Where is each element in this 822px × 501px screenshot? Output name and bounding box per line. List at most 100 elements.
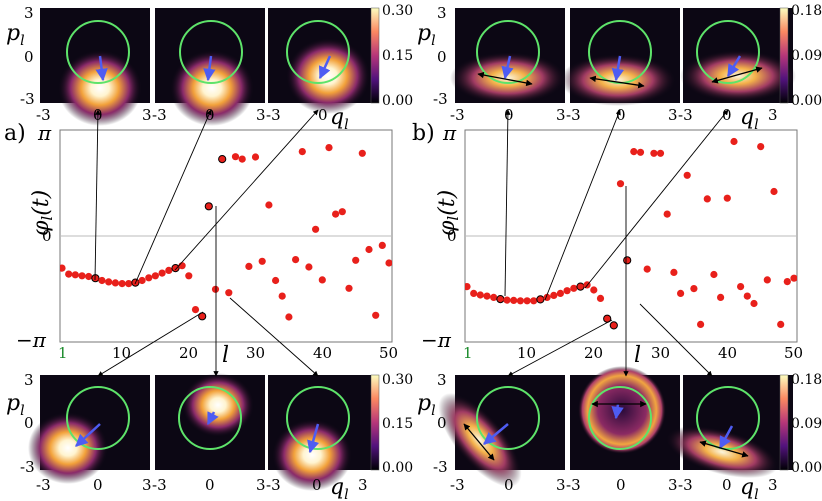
panel-a-point-l24 (211, 285, 220, 293)
panel-b-top-qtick-5: 0 (616, 106, 626, 124)
panel-a-top-ptick-minus3: -3 (20, 90, 35, 108)
panel-b-point-l39 (717, 293, 725, 301)
panel-b-point-l27 (636, 148, 645, 156)
panel-b-top-qtick-6: 3 (668, 106, 678, 124)
panel-a-point-l15 (151, 272, 159, 280)
colorbar-a-top-tick-mid: 0.15 (382, 48, 413, 64)
colorbar-b-bottom-tick-max: 0.18 (791, 372, 822, 388)
panel-a-xtick-30: 30 (246, 344, 265, 362)
colorbar-a-bottom-tick-min: 0.00 (382, 460, 413, 476)
panel-b-xtick-40: 40 (718, 344, 737, 362)
panel-a-point-l28 (238, 155, 246, 163)
inset-a-bottom-1-circle (66, 386, 130, 450)
panel-b-point-l33 (677, 289, 685, 297)
panel-b-ytick-zero: 0 (447, 227, 457, 245)
panel-a-bottom-qtick-2: 0 (93, 476, 103, 494)
panel-a-ytick-minus-pi: −π (16, 328, 47, 352)
panel-b-point-l8 (510, 296, 518, 304)
colorbar-a-top (370, 7, 380, 104)
inset-b-top-2-squeeze-arrow (589, 75, 645, 89)
panel-a-top-qtick-4: -3 (152, 106, 167, 124)
panel-a-bottom-qtick-4: -3 (152, 476, 167, 494)
panel-a-connectors (94, 109, 319, 377)
inset-a-top-1-blob (58, 50, 142, 126)
panel-b-point-l50 (790, 274, 797, 282)
panel-b-point-l11 (530, 297, 538, 305)
panel-a-point-l49 (378, 241, 386, 249)
panel-b-top-insets: 0.18 0.09 0.00 pl 3 0 -3 -3 0 3 -3 0 3 -… (417, 3, 822, 133)
panel-a-bottom-qtick-3: 3 (142, 476, 152, 494)
panel-b-top-p-label: pl (417, 21, 436, 49)
panel-a-bottom-qtick-7: -3 (266, 476, 281, 494)
panel-b-top-qtick-1: -3 (450, 106, 465, 124)
panel-a-point-l46 (358, 149, 366, 157)
panel-b-point-l3 (476, 291, 484, 299)
panel-b-point-l46 (763, 276, 771, 284)
inset-b-top-1-squeeze-arrow (477, 71, 533, 87)
panel-b-point-l4 (483, 292, 491, 300)
panel-a-point-l47 (365, 245, 373, 254)
panel-a-label: a) (4, 121, 26, 146)
panel-b-point-l34 (683, 171, 691, 179)
panel-b-point-l43 (743, 292, 751, 300)
panel-a-point-l35 (285, 313, 293, 321)
panel-b-bottom-ptick-minus3: -3 (433, 458, 448, 476)
panel-a-bottom-q-label: ql (330, 475, 349, 501)
inset-b-bottom-1-circle (476, 386, 540, 450)
inset-a-top-1-arrow (95, 55, 108, 82)
panel-a-top-insets: 0.30 0.15 0.00 pl 3 0 -3 -3 0 3 -3 0 3 -… (6, 3, 413, 133)
colorbar-b-top (779, 7, 789, 104)
panel-a-point-l10 (118, 280, 126, 288)
inset-a-top-2-arrow (203, 55, 216, 82)
panel-b-xlabel: l (634, 343, 641, 368)
panel-b-connectors (504, 109, 729, 377)
inset-a-bottom-2-circle (178, 386, 242, 450)
panel-a-ytick-zero: 0 (42, 227, 52, 245)
panel-a-point-l29 (245, 262, 253, 270)
panel-a-bottom-ptick-0: 0 (24, 414, 34, 432)
panel-b-point-l9 (516, 297, 525, 305)
panel-a-point-l40 (318, 276, 326, 284)
panel-b-bottom-qtick-5: 0 (616, 476, 626, 494)
colorbar-b-bottom-tick-mid: 0.09 (791, 416, 822, 432)
colorbar-b-bottom-tick-min: 0.00 (791, 460, 822, 476)
panel-b-point-l36 (697, 320, 705, 328)
panel-a-xtick-1: 1 (58, 344, 68, 362)
panel-b-point-l24 (616, 180, 625, 188)
panel-b-bottom-ptick-0: 0 (437, 414, 447, 432)
panel-b-bottom-qtick-3: 3 (556, 476, 566, 494)
colorbar-a-bottom-tick-max: 0.30 (382, 372, 413, 388)
panel-a-point-l37 (298, 148, 306, 156)
panel-b-point-l31 (663, 210, 671, 218)
colorbar-a-bottom (370, 374, 380, 471)
panel-a-bottom-qtick-5: 0 (205, 476, 215, 494)
panel-b-point-l7 (503, 296, 511, 304)
panel-a: a) π 0 −π φl(t) 1 10 20 30 40 50 l (4, 3, 413, 501)
panel-b-top-qtick-7: -3 (678, 106, 693, 124)
panel-b-ytick-pi: π (442, 121, 457, 145)
panel-a-point-l16 (158, 269, 166, 277)
panel-a-point-l30 (251, 153, 260, 161)
panel-a-xlabel: l (222, 343, 229, 368)
panel-a-point-l5 (85, 272, 93, 281)
panel-b-point-l48 (777, 320, 785, 328)
panel-b-point-l18 (576, 282, 585, 291)
panel-a-point-l44 (345, 284, 353, 292)
panel-a-point-l27 (231, 153, 240, 161)
colorbar-b-top-tick-max: 0.18 (791, 3, 822, 19)
panel-b-point-l25 (623, 256, 632, 265)
inset-a-bottom-2-arrow (206, 411, 219, 426)
colorbar-a-bottom-tick-mid: 0.15 (382, 416, 413, 432)
panel-a-ylabel: φl(t) (29, 190, 56, 236)
panel-b-point-l10 (523, 297, 531, 305)
panel-a-point-l25 (218, 155, 227, 164)
colorbar-b-top-tick-min: 0.00 (791, 93, 822, 109)
panel-a-top-qtick-1: -3 (36, 106, 51, 124)
inset-b-bottom-3-squeeze-arrow (699, 440, 749, 458)
inset-a-bottom-1-blob (28, 412, 108, 484)
panel-b-bottom-q-label: ql (740, 475, 759, 501)
panel-b-ytick-minus-pi: −π (421, 328, 452, 352)
panel-a-ytick-pi: π (37, 121, 52, 145)
panel-a-top-qtick-7: -3 (266, 106, 281, 124)
